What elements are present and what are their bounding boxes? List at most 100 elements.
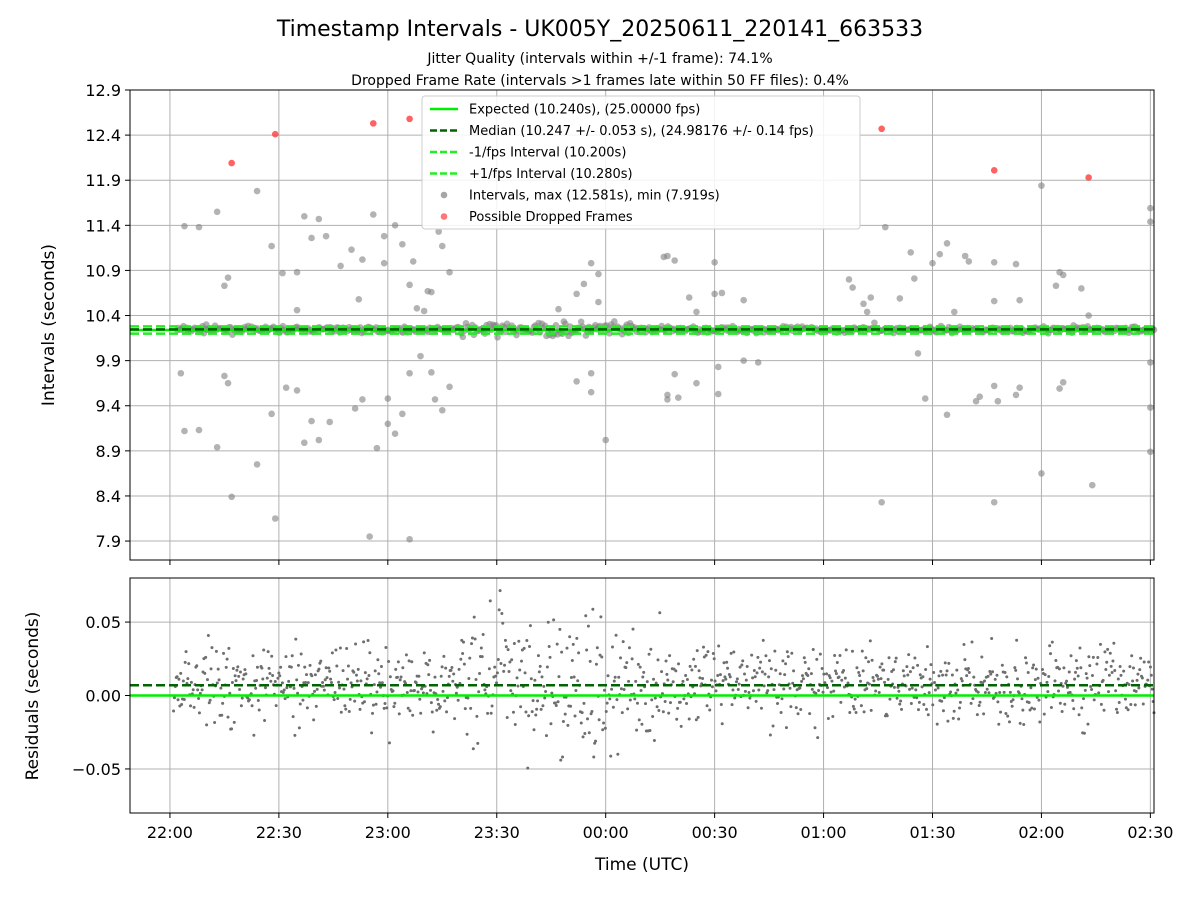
residual-point (858, 674, 862, 678)
residual-point (560, 650, 564, 654)
residual-point (963, 658, 967, 662)
interval-point (972, 397, 980, 405)
residual-point (600, 655, 604, 659)
residual-point (810, 687, 814, 691)
residual-point (789, 705, 793, 709)
bottom-y-axis-label: Residuals (seconds) (23, 612, 43, 781)
residual-point (280, 681, 284, 685)
residual-point (397, 712, 401, 716)
interval-point (907, 249, 915, 256)
residual-point (761, 638, 765, 642)
residual-point (262, 648, 266, 652)
residual-point (474, 677, 478, 681)
interval-point (224, 379, 232, 387)
residual-point (542, 684, 546, 688)
residual-point (996, 700, 1000, 704)
residual-point (865, 687, 869, 691)
residual-point (296, 691, 300, 695)
residual-point (931, 703, 935, 707)
residual-point (526, 766, 530, 770)
interval-point (282, 384, 290, 392)
residual-point (382, 706, 386, 710)
residual-point (733, 696, 737, 700)
residual-point (1128, 665, 1132, 669)
residual-point (466, 696, 470, 700)
residual-point (503, 638, 507, 642)
residual-point (528, 645, 532, 649)
residual-point (359, 679, 363, 683)
residual-point (379, 664, 383, 668)
residual-point (655, 705, 659, 709)
interval-point (936, 250, 944, 258)
residual-point (678, 700, 682, 704)
residual-point (221, 701, 225, 705)
residual-point (445, 710, 449, 714)
residual-point (885, 714, 889, 718)
residual-point (905, 665, 909, 669)
residual-point (641, 675, 645, 679)
residual-point (421, 691, 425, 695)
residual-point (951, 716, 955, 720)
residual-point (529, 677, 533, 681)
residual-point (488, 599, 492, 603)
residual-point (590, 709, 594, 713)
residual-point (621, 640, 625, 644)
residual-point (483, 688, 487, 692)
residual-point (859, 679, 862, 683)
residual-point (892, 685, 896, 689)
residual-point (321, 681, 325, 685)
residual-point (203, 671, 207, 675)
residual-point (982, 712, 986, 716)
residual-point (450, 665, 454, 669)
residual-point (1046, 690, 1050, 694)
residual-point (408, 709, 412, 713)
residual-point (493, 665, 497, 669)
interval-point (446, 268, 453, 276)
residual-point (1142, 660, 1146, 664)
residual-point (1062, 666, 1066, 670)
residual-point (864, 656, 868, 660)
residual-point (233, 674, 237, 678)
residual-point (1058, 701, 1062, 705)
residual-point (613, 675, 617, 679)
residual-point (1134, 689, 1138, 693)
residual-point (746, 706, 750, 710)
interval-point (195, 223, 203, 231)
residual-point (801, 677, 805, 681)
residual-point (941, 673, 945, 677)
residual-point (1016, 677, 1020, 681)
interval-point (1012, 260, 1020, 268)
interval-point (587, 259, 595, 267)
residual-point (1092, 698, 1096, 702)
residual-point (631, 627, 635, 631)
residual-point (565, 646, 569, 650)
interval-point (221, 282, 228, 290)
x-tick-label: 01:30 (909, 823, 955, 842)
residual-point (525, 639, 529, 643)
residual-point (490, 704, 494, 708)
residual-point (479, 646, 483, 650)
residual-point (602, 721, 606, 725)
residual-point (1018, 721, 1022, 725)
residual-point (530, 710, 534, 714)
residual-point (427, 673, 431, 677)
residual-point (922, 703, 926, 707)
residual-point (823, 681, 827, 685)
top-plot-frame (129, 89, 1155, 561)
residual-point (753, 675, 757, 679)
residual-point (544, 690, 548, 694)
residual-point (405, 690, 409, 694)
residual-point (363, 671, 367, 675)
residual-point (182, 697, 186, 701)
residual-point (704, 653, 708, 657)
residual-point (1104, 668, 1108, 672)
interval-point (195, 426, 203, 434)
residual-point (754, 699, 758, 703)
residual-point (980, 655, 984, 659)
residual-point (339, 710, 343, 714)
residual-point (463, 707, 467, 711)
residual-point (549, 722, 553, 726)
dropped-frame-point (369, 120, 377, 127)
residual-point (180, 702, 184, 706)
residual-point (305, 706, 309, 710)
